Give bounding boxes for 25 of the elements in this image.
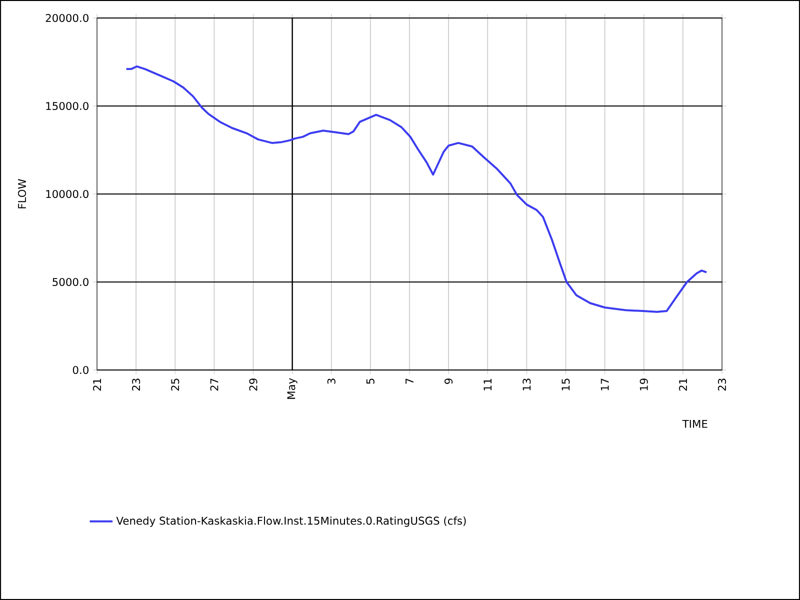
x-tick-label: 21 bbox=[93, 378, 101, 391]
x-tick-label: 25 bbox=[171, 378, 180, 391]
legend-label: Venedy Station-Kaskaskia.Flow.Inst.15Minutes.0.RatingUSGS (cfs) bbox=[116, 516, 466, 527]
y-tick-label: 5000.0 bbox=[52, 278, 88, 286]
y-axis-title: FLOW bbox=[18, 179, 26, 208]
x-tick-label: 11 bbox=[484, 378, 492, 390]
x-tick-label: 3 bbox=[327, 378, 336, 384]
x-tick-label: 27 bbox=[210, 378, 218, 391]
x-tick-label: 29 bbox=[249, 378, 258, 391]
x-tick-label: 19 bbox=[640, 378, 648, 390]
x-axis-title: TIME bbox=[682, 420, 708, 428]
x-tick-label: 9 bbox=[444, 378, 453, 384]
y-tick-label: 20000.0 bbox=[46, 14, 88, 22]
x-tick-label: 23 bbox=[718, 378, 726, 391]
x-tick-label: 23 bbox=[132, 378, 140, 391]
x-tick-label: 15 bbox=[562, 378, 570, 390]
y-tick-label: 15000.0 bbox=[46, 102, 88, 110]
y-tick-label: 10000.0 bbox=[46, 190, 88, 198]
y-tick-label: 0.0 bbox=[72, 366, 88, 374]
x-tick-label: 5 bbox=[366, 378, 374, 384]
x-tick-label: May bbox=[287, 378, 298, 399]
x-tick-label: 17 bbox=[600, 378, 609, 390]
x-tick-label: 7 bbox=[406, 378, 414, 384]
x-tick-label: 21 bbox=[678, 378, 687, 391]
x-tick-label: 13 bbox=[522, 378, 531, 390]
